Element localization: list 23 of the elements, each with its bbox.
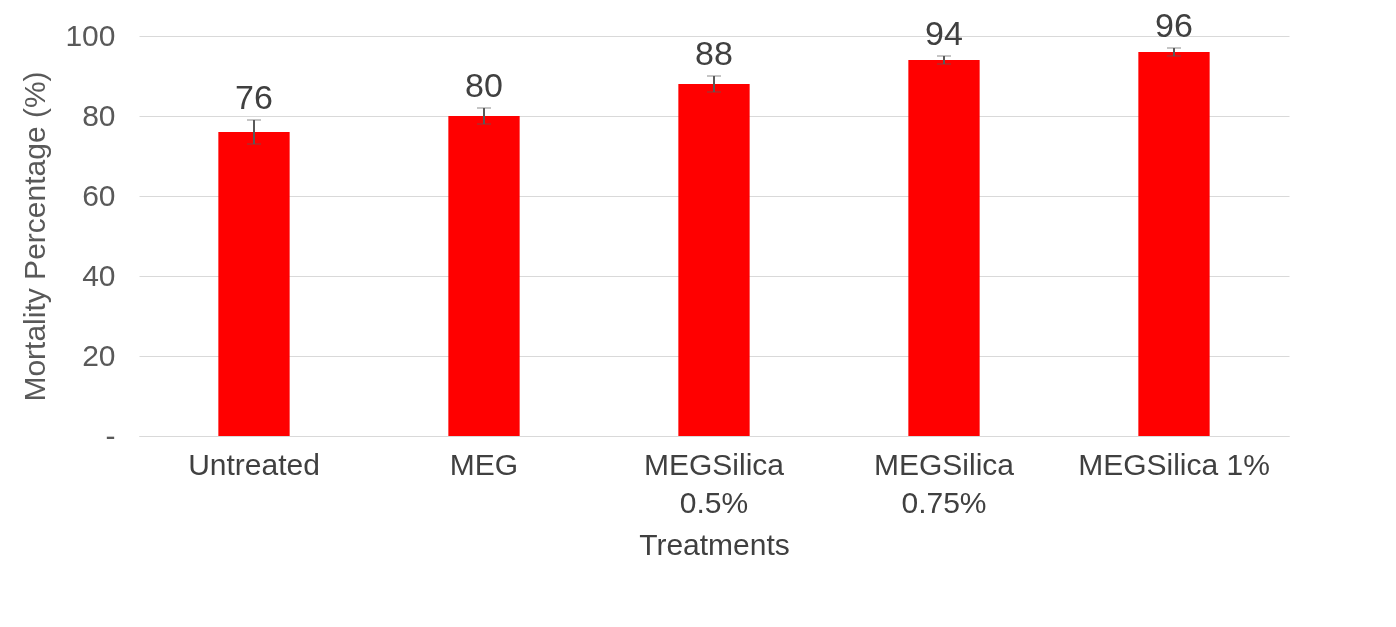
bar <box>448 116 520 436</box>
y-tick-label: 20 <box>82 338 116 372</box>
bar <box>218 132 290 436</box>
x-tick-label: MEGSilica 0.75% <box>873 447 1015 519</box>
data-label: 94 <box>925 14 963 52</box>
y-tick-label: 40 <box>82 258 116 292</box>
bar <box>908 60 980 436</box>
bar <box>678 84 750 436</box>
data-label: 96 <box>1155 6 1193 44</box>
y-tick-label: 80 <box>82 98 116 132</box>
y-tick-label: - <box>105 418 116 452</box>
y-axis-title: Mortality Percentage (%) <box>18 71 52 402</box>
x-tick-label: Untreated <box>188 447 320 481</box>
data-label: 88 <box>695 34 733 72</box>
y-tick-label: 100 <box>65 18 116 52</box>
x-axis-title: Treatments <box>639 527 790 561</box>
y-tick-label: 60 <box>82 178 116 212</box>
x-tick-label: MEGSilica 0.5% <box>643 447 785 519</box>
data-label: 76 <box>235 78 273 116</box>
x-tick-label: MEG <box>449 447 519 481</box>
x-tick-label: MEGSilica 1% <box>1078 447 1270 481</box>
bar <box>1138 52 1210 436</box>
data-label: 80 <box>465 66 503 104</box>
